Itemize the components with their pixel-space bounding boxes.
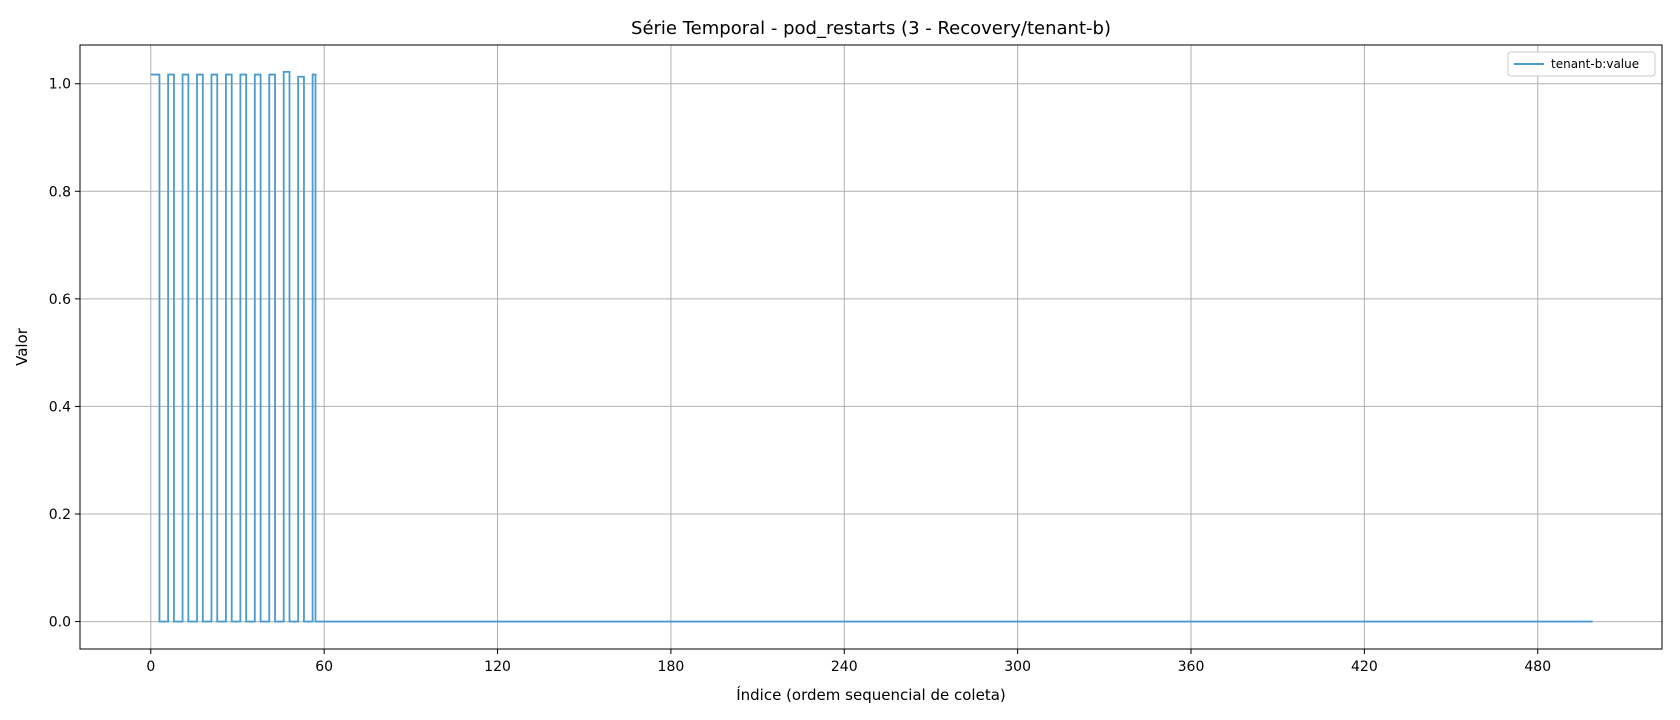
axis-ticks: 0 60 120 180 240 300 360 420 480 0.0 0.2 0.4 0.6 0.8 1… xyxy=(49,77,1551,675)
legend-box xyxy=(1507,51,1656,77)
x-tick-label: 240 xyxy=(831,659,858,675)
x-tick-label: 120 xyxy=(484,659,511,675)
grid xyxy=(80,45,1662,649)
series-layer xyxy=(150,70,1593,623)
x-tick-label: 60 xyxy=(315,659,333,675)
x-tick-label: 300 xyxy=(1004,659,1031,675)
y-tick-label: 0.6 xyxy=(49,292,71,308)
plot-frame xyxy=(79,44,1663,650)
legend-entry-tenant-b-value: tenant-b:value xyxy=(1551,57,1639,71)
x-tick-label: 360 xyxy=(1178,659,1205,675)
y-axis-label: Valor xyxy=(13,327,31,366)
y-tick-label: 0.2 xyxy=(49,507,71,523)
x-tick-label: 180 xyxy=(658,659,685,675)
legend: tenant-b:value xyxy=(1507,51,1656,77)
x-tick-label: 480 xyxy=(1524,659,1551,675)
series-line-0 xyxy=(150,70,1593,623)
x-tick-label: 0 xyxy=(146,659,155,675)
chart-title: Série Temporal - pod_restarts (3 - Recov… xyxy=(631,18,1111,39)
y-tick-label: 1.0 xyxy=(49,77,71,93)
y-tick-label: 0.4 xyxy=(49,399,71,415)
y-tick-label: 0.8 xyxy=(49,184,71,200)
y-tick-label: 0.0 xyxy=(49,615,71,631)
x-axis-label: Índice (ordem sequencial de coleta) xyxy=(736,685,1006,704)
x-tick-label: 420 xyxy=(1351,659,1378,675)
